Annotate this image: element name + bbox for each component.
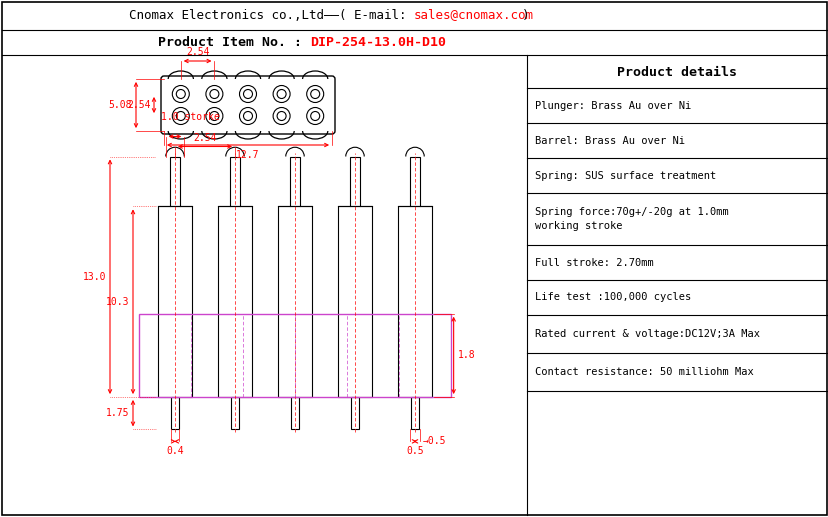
Text: Contact resistance: 50 milliohm Max: Contact resistance: 50 milliohm Max <box>534 367 753 377</box>
Text: 1.0 storke: 1.0 storke <box>161 112 219 121</box>
Text: 1.75: 1.75 <box>105 408 129 418</box>
Text: Product Item No. :: Product Item No. : <box>158 36 310 49</box>
Text: sales@cnomax.com: sales@cnomax.com <box>413 8 533 22</box>
Text: 13.0: 13.0 <box>83 272 106 282</box>
Bar <box>351 397 359 430</box>
Text: 12.7: 12.7 <box>236 150 259 160</box>
Text: 2.54: 2.54 <box>128 100 151 110</box>
Bar <box>290 157 299 206</box>
Text: 0.5: 0.5 <box>406 446 423 457</box>
Bar <box>338 206 371 397</box>
Text: Product details: Product details <box>616 66 736 79</box>
Bar <box>218 206 252 397</box>
Text: 0.4: 0.4 <box>166 446 184 457</box>
Text: Life test :100,000 cycles: Life test :100,000 cycles <box>534 293 691 302</box>
Text: Barrel: Brass Au over Ni: Barrel: Brass Au over Ni <box>534 135 684 145</box>
Text: ): ) <box>522 8 529 22</box>
Bar <box>139 314 450 397</box>
Bar <box>231 397 238 430</box>
Bar <box>291 397 298 430</box>
Text: 1.8: 1.8 <box>457 351 474 360</box>
Bar <box>278 206 311 397</box>
Text: 2.54: 2.54 <box>193 132 216 143</box>
Bar <box>350 157 359 206</box>
Bar <box>411 397 418 430</box>
Bar <box>158 206 191 397</box>
Text: Plunger: Brass Au over Ni: Plunger: Brass Au over Ni <box>534 100 691 111</box>
Text: →0.5: →0.5 <box>422 436 445 446</box>
Bar <box>171 397 179 430</box>
Bar <box>230 157 239 206</box>
Text: 2.54: 2.54 <box>185 47 209 57</box>
Text: 10.3: 10.3 <box>105 297 129 307</box>
Text: Full stroke: 2.70mm: Full stroke: 2.70mm <box>534 257 653 267</box>
Text: Spring: SUS surface treatment: Spring: SUS surface treatment <box>534 171 715 180</box>
Text: 5.08: 5.08 <box>108 100 132 110</box>
Text: DIP-254-13.0H-D10: DIP-254-13.0H-D10 <box>310 36 445 49</box>
Bar <box>171 157 180 206</box>
Text: working stroke: working stroke <box>534 221 622 231</box>
Text: Cnomax Electronics co.,Ltd——( E-mail:: Cnomax Electronics co.,Ltd——( E-mail: <box>129 8 413 22</box>
Bar <box>398 206 431 397</box>
Bar <box>410 157 419 206</box>
Text: Spring force:70g+/-20g at 1.0mm: Spring force:70g+/-20g at 1.0mm <box>534 207 728 217</box>
Text: Rated current & voltage:DC12V;3A Max: Rated current & voltage:DC12V;3A Max <box>534 329 759 339</box>
